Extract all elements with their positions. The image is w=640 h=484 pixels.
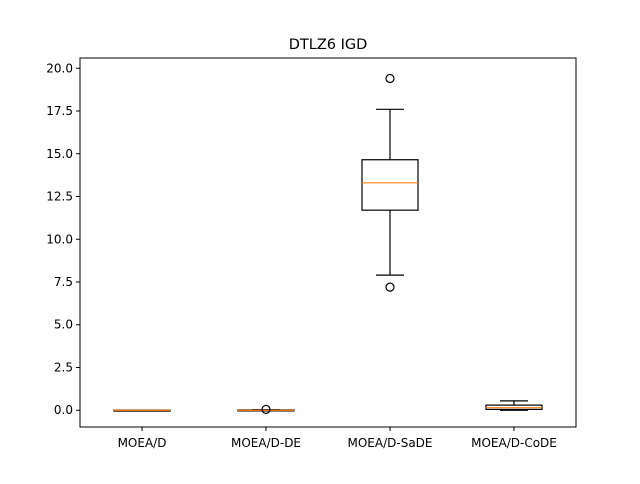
x-tick-label: MOEA/D-DE	[231, 436, 301, 450]
y-tick-label: 0.0	[54, 403, 73, 417]
y-tick-label: 7.5	[54, 275, 73, 289]
y-tick-label: 10.0	[46, 232, 73, 246]
x-tick-label: MOEA/D-SaDE	[348, 436, 433, 450]
y-tick-label: 2.5	[54, 360, 73, 374]
y-tick-label: 5.0	[54, 318, 73, 332]
x-tick-label: MOEA/D	[118, 436, 167, 450]
plot-area: 0.0 2.5 5.0 7.5 10.0 12.5 15.0 17.5 20.0 MOEA/D MO…	[46, 61, 557, 450]
outlier-point	[261, 404, 271, 414]
box-iqr	[361, 159, 419, 211]
x-tick-label: MOEA/D-CoDE	[471, 436, 557, 450]
y-tick-label: 12.5	[46, 190, 73, 204]
chart-title: DTLZ6 IGD	[289, 37, 368, 53]
y-tick-label: 20.0	[46, 61, 73, 75]
outlier-point	[385, 73, 395, 84]
y-tick-label: 17.5	[46, 104, 73, 118]
y-tick-label: 15.0	[46, 147, 73, 161]
plot-frame	[79, 57, 577, 428]
outlier-point	[385, 282, 395, 292]
